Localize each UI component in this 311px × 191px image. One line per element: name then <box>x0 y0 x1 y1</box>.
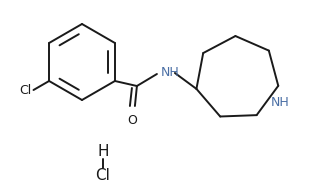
Text: Cl: Cl <box>95 168 110 182</box>
Text: Cl: Cl <box>19 83 31 96</box>
Text: NH: NH <box>271 96 289 109</box>
Text: H: H <box>97 145 109 159</box>
Text: O: O <box>127 114 137 127</box>
Text: NH: NH <box>161 66 180 79</box>
